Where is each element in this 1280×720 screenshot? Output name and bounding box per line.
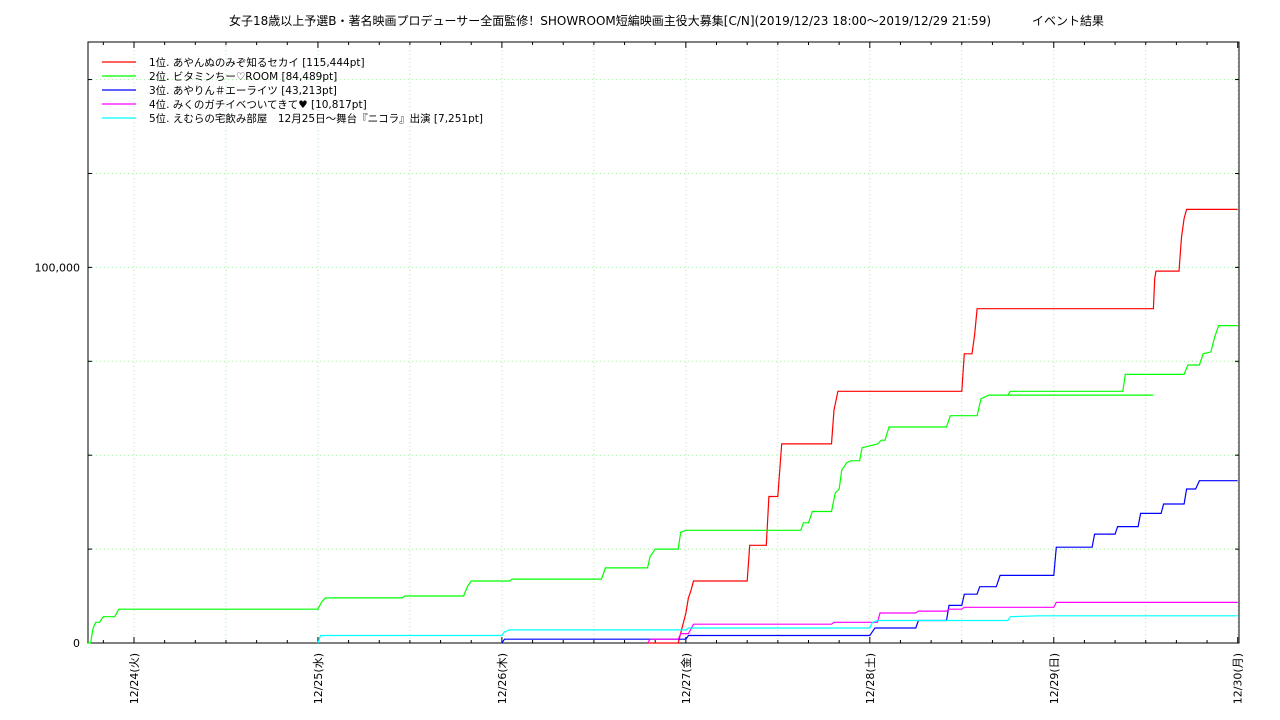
series-line-3	[501, 480, 1238, 644]
legend: 1位. あやんぬのみぞ知るセカイ [115,444pt]2位. ビタミンちー♡R…	[102, 56, 483, 125]
legend-label-4: 4位. みくのガチイベついてきて♥ [10,817pt]	[149, 98, 367, 111]
legend-label-5: 5位. えむらの宅飲み部屋 12月25日〜舞台『ニコラ』出演 [7,251pt]	[149, 112, 483, 125]
series-line-1	[647, 208, 1238, 644]
series-lines	[88, 208, 1238, 644]
y-tick-label: 0	[73, 637, 80, 650]
x-tick-label: 12/27(金)	[679, 653, 693, 704]
x-tick-label: 12/28(土)	[864, 653, 877, 704]
chart-subtitle: イベント結果	[1032, 14, 1104, 28]
chart-title: 女子18歳以上予選B・著名映画プロデューサー全面監修！SHOWROOM短編映画主…	[229, 13, 991, 28]
x-tick-label: 12/24(火)	[128, 653, 141, 704]
y-tick-label: 100,000	[35, 261, 81, 274]
series-line-4	[647, 601, 1238, 644]
x-tick-label: 12/29(日)	[1048, 653, 1061, 704]
legend-label-3: 3位. あやりん＃エーライツ [43,213pt]	[149, 84, 337, 97]
grid	[88, 42, 1239, 643]
series-line-2	[88, 325, 1238, 644]
x-tick-label: 12/30(月)	[1232, 653, 1245, 704]
legend-label-2: 2位. ビタミンちー♡ROOM [84,489pt]	[149, 70, 337, 83]
plot-frame	[87, 41, 1240, 644]
axis-ticks: 0 100,000 12/24(火) 12/25(水) 12/26(木) 12/27(金)…	[35, 42, 1245, 704]
legend-label-1: 1位. あやんぬのみぞ知るセカイ [115,444pt]	[149, 56, 365, 69]
series-line-5	[317, 615, 1238, 644]
x-tick-label: 12/25(水)	[312, 653, 325, 704]
x-tick-label: 12/26(木)	[496, 653, 509, 704]
